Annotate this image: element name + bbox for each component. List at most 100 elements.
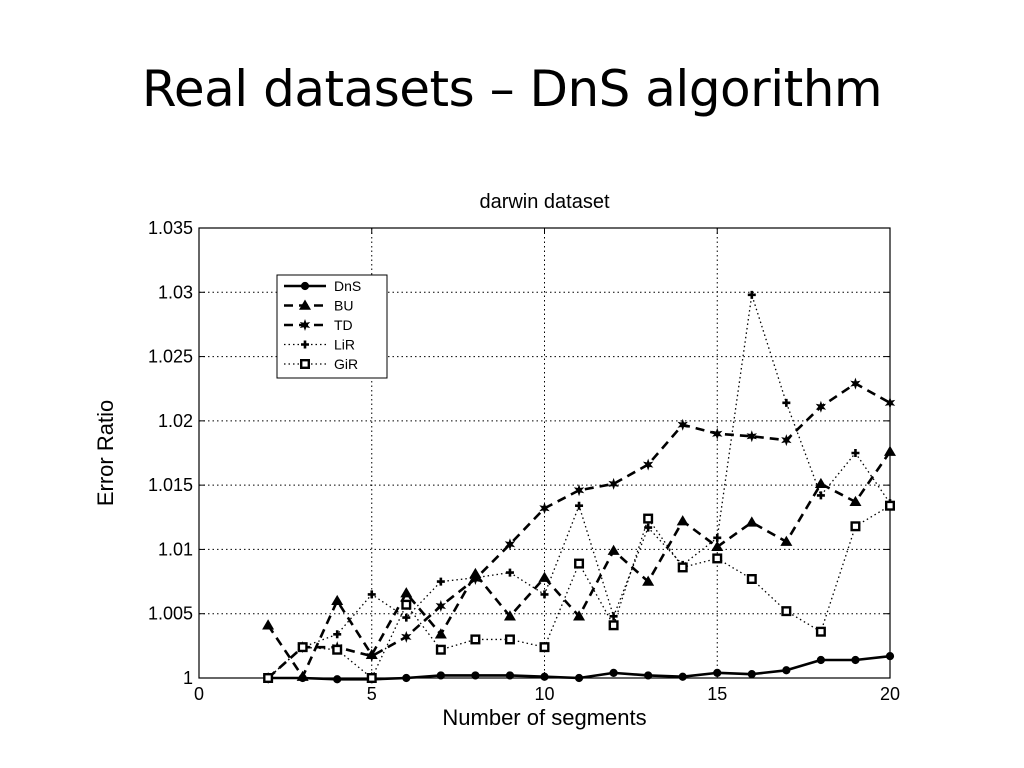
data-point-bu	[296, 670, 309, 681]
legend-box	[276, 274, 388, 379]
data-point-gir	[850, 521, 861, 532]
data-point-td	[746, 430, 757, 443]
legend-marker-dns	[300, 281, 310, 291]
y-tick-label: 1.005	[148, 604, 193, 624]
data-point-td	[366, 650, 377, 663]
data-point-dns	[574, 673, 584, 683]
data-point-dns	[609, 668, 618, 677]
data-point-bu	[676, 515, 689, 526]
data-point-gir	[574, 558, 585, 569]
data-point-gir	[401, 599, 412, 610]
data-point-lir	[851, 449, 860, 457]
data-point-bu	[573, 610, 586, 621]
data-point-bu	[642, 575, 655, 586]
data-point-td	[884, 396, 896, 409]
data-point-bu	[331, 594, 344, 606]
data-point-gir	[504, 634, 515, 645]
data-point-lir	[644, 523, 653, 532]
data-point-gir	[885, 500, 896, 511]
data-point-gir	[712, 553, 723, 564]
data-point-gir	[815, 626, 826, 637]
x-tick-label: 5	[367, 684, 377, 704]
data-point-bu	[538, 571, 551, 582]
legend-label-td: TD	[334, 317, 353, 333]
x-tick-label: 15	[707, 684, 727, 704]
data-point-dns	[885, 652, 895, 661]
data-point-td	[712, 427, 723, 440]
chart-series	[262, 290, 896, 684]
data-point-dns	[644, 671, 653, 680]
data-point-dns	[333, 675, 342, 684]
series-line-td	[267, 382, 891, 679]
data-point-bu	[884, 445, 896, 456]
series-td	[262, 377, 896, 684]
data-point-gir	[539, 642, 550, 653]
data-point-bu	[745, 516, 758, 527]
x-axis-label: Number of segments	[442, 705, 646, 730]
data-point-lir	[505, 568, 514, 577]
data-point-gir	[297, 642, 308, 653]
data-point-dns	[505, 671, 515, 680]
y-tick-label: 1.025	[148, 347, 193, 367]
y-tick-label: 1.035	[148, 218, 193, 238]
legend-label-dns: DnS	[334, 278, 361, 294]
legend-item-bu: BU	[284, 298, 353, 314]
data-point-bu	[469, 567, 482, 579]
data-point-td	[435, 600, 447, 612]
x-tick-label: 10	[534, 684, 554, 704]
data-point-gir	[608, 620, 619, 631]
data-point-gir	[435, 644, 446, 655]
data-point-lir	[540, 590, 549, 599]
legend-item-dns: DnS	[284, 278, 361, 294]
series-bu	[262, 445, 896, 681]
data-point-lir	[816, 491, 825, 500]
data-point-td	[608, 477, 619, 490]
data-point-dns	[851, 655, 860, 665]
data-point-lir	[436, 577, 445, 586]
data-point-bu	[503, 610, 516, 621]
data-point-gir	[332, 644, 343, 655]
data-point-td	[815, 400, 827, 413]
legend-item-td: TD	[284, 317, 353, 333]
data-point-lir	[367, 590, 376, 599]
data-point-dns	[713, 668, 722, 677]
y-tick-label: 1.015	[148, 475, 193, 495]
x-tick-label: 20	[880, 684, 900, 704]
data-point-lir	[782, 398, 791, 407]
data-point-dns	[402, 673, 411, 683]
data-point-td	[850, 377, 861, 390]
data-point-td	[677, 418, 688, 431]
data-point-dns	[816, 655, 826, 665]
data-point-dns	[678, 672, 687, 681]
data-point-td	[539, 502, 550, 515]
data-point-gir	[781, 606, 792, 617]
data-point-td	[504, 538, 516, 551]
data-point-dns	[436, 671, 445, 680]
data-point-bu	[711, 540, 724, 552]
data-point-bu	[262, 619, 275, 630]
legend-marker-bu	[299, 299, 311, 310]
data-point-lir	[402, 613, 411, 622]
data-point-dns	[782, 666, 791, 675]
data-point-gir	[746, 574, 757, 585]
y-axis-label: Error Ratio	[93, 400, 118, 506]
data-point-bu	[780, 535, 793, 546]
data-point-gir	[263, 673, 274, 684]
y-tick-label: 1.03	[158, 282, 193, 302]
data-point-bu	[607, 544, 620, 555]
data-point-bu	[434, 628, 447, 639]
data-point-dns	[747, 670, 756, 679]
y-tick-label: 1	[183, 668, 193, 688]
data-point-dns	[540, 672, 549, 681]
legend-label-gir: GiR	[334, 356, 358, 372]
data-point-gir	[366, 673, 377, 684]
y-tick-label: 1.01	[158, 539, 193, 559]
data-point-bu	[400, 587, 413, 598]
data-point-gir	[677, 562, 688, 573]
data-point-td	[401, 630, 412, 643]
data-point-lir	[575, 501, 584, 510]
legend-label-bu: BU	[334, 298, 353, 314]
y-tick-label: 1.02	[158, 411, 193, 431]
x-tick-label: 0	[194, 684, 204, 704]
